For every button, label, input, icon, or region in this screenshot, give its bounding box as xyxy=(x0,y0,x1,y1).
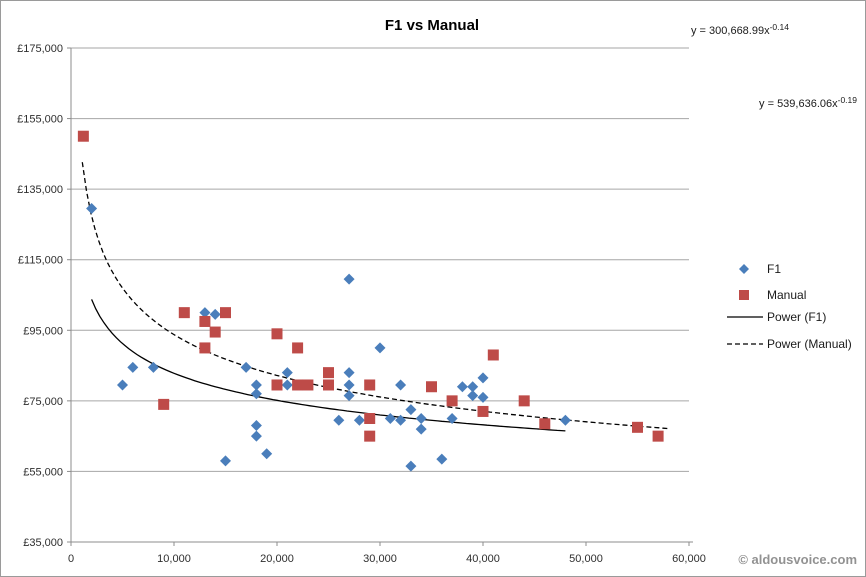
equations: y = 300,668.99x-0.14 y = 539,636.06x-0.19 xyxy=(691,22,857,110)
f1-point xyxy=(374,342,386,354)
legend-label: Manual xyxy=(767,288,806,302)
legend-manual-marker-icon xyxy=(739,290,749,300)
f1-point xyxy=(147,361,159,373)
manual-point xyxy=(77,130,89,142)
manual-point xyxy=(302,379,314,391)
legend-label: Power (Manual) xyxy=(767,337,852,351)
manual-point xyxy=(292,379,304,391)
f1-point xyxy=(127,361,139,373)
f1-point xyxy=(467,390,479,402)
manual-point xyxy=(323,379,334,391)
y-tick-label: £135,000 xyxy=(17,184,63,196)
f1-point xyxy=(343,379,355,391)
chart-title: F1 vs Manual xyxy=(385,17,479,34)
manual-point xyxy=(271,328,283,340)
manual-point xyxy=(652,430,664,442)
manual-point xyxy=(199,342,211,354)
manual-point xyxy=(446,395,458,407)
x-tick-label: 60,000 xyxy=(672,553,706,565)
manual-point xyxy=(477,405,489,417)
y-axis-labels: £35,000 £55,000 £75,000 £95,000 £115,000 £135… xyxy=(17,43,63,549)
legend: F1 Manual Power (F1) Power (Manual) xyxy=(727,262,852,351)
f1-point xyxy=(405,460,417,472)
manual-point xyxy=(364,413,376,424)
f1-point xyxy=(333,414,345,426)
power-f1-trendline xyxy=(91,299,566,432)
f1-point xyxy=(384,413,396,424)
f1-point xyxy=(250,379,262,391)
y-tick-label: £95,000 xyxy=(23,325,63,337)
data-points xyxy=(77,130,664,472)
manual-point xyxy=(364,430,376,442)
legend-f1-marker-icon xyxy=(739,264,749,274)
legend-label: Power (F1) xyxy=(767,310,826,324)
watermark: © aldousvoice.com xyxy=(738,552,857,567)
y-tick-label: £175,000 xyxy=(17,43,63,55)
x-tick-label: 10,000 xyxy=(157,553,191,565)
x-axis-labels: 0 10,000 20,000 30,000 40,000 50,000 60,000 xyxy=(68,553,706,565)
f1-point xyxy=(86,203,98,215)
y-tick-label: £75,000 xyxy=(23,396,63,408)
manual-point xyxy=(539,418,551,430)
f1-point xyxy=(250,430,262,442)
f1-point xyxy=(343,390,355,402)
x-tick-label: 40,000 xyxy=(466,553,500,565)
f1-point xyxy=(250,420,262,432)
f1-point xyxy=(405,404,417,416)
x-tick-label: 50,000 xyxy=(569,553,603,565)
f1-point xyxy=(250,388,262,400)
manual-point xyxy=(518,395,530,407)
f1-point xyxy=(477,372,489,384)
f1-point xyxy=(117,379,128,391)
y-tick-label: £155,000 xyxy=(17,114,63,126)
manual-point xyxy=(220,307,231,319)
f1-point xyxy=(261,448,273,460)
manual-point xyxy=(426,381,437,393)
f1-point xyxy=(559,414,571,426)
f1-point xyxy=(240,361,252,373)
y-tick-label: £35,000 xyxy=(23,537,63,549)
f1-point xyxy=(436,453,448,465)
x-tick-label: 20,000 xyxy=(260,553,294,565)
manual-point xyxy=(292,342,304,354)
power-f1-equation: y = 300,668.99x-0.14 xyxy=(691,22,789,37)
f1-point xyxy=(456,381,468,393)
trendlines xyxy=(81,162,668,432)
x-tick-label: 30,000 xyxy=(363,553,397,565)
manual-point xyxy=(487,349,499,361)
f1-point xyxy=(220,455,231,467)
manual-point xyxy=(364,379,376,391)
f1-point xyxy=(209,308,221,320)
manual-point xyxy=(632,421,643,433)
f1-point xyxy=(415,423,427,435)
manual-point xyxy=(323,367,334,379)
gridlines xyxy=(71,47,689,543)
manual-point xyxy=(271,379,283,391)
f1-point xyxy=(415,413,427,424)
f1-point xyxy=(395,379,407,391)
legend-label: F1 xyxy=(767,262,781,276)
f1-point xyxy=(343,273,355,285)
f1-point xyxy=(343,367,355,379)
power-manual-equation: y = 539,636.06x-0.19 xyxy=(759,95,857,110)
f1-point xyxy=(467,381,479,393)
manual-point xyxy=(158,398,170,410)
y-tick-label: £55,000 xyxy=(23,466,63,478)
axes xyxy=(67,47,693,546)
manual-point xyxy=(178,307,190,319)
x-tick-label: 0 xyxy=(68,553,74,565)
f1-point xyxy=(353,414,365,426)
f1-point xyxy=(477,391,489,403)
manual-point xyxy=(199,315,211,327)
f1-point xyxy=(281,379,293,391)
f1-point xyxy=(199,307,211,319)
y-tick-label: £115,000 xyxy=(18,255,63,267)
f1-point xyxy=(281,367,293,379)
f1-point xyxy=(395,414,407,426)
f1-point xyxy=(446,413,458,424)
manual-point xyxy=(209,326,221,338)
